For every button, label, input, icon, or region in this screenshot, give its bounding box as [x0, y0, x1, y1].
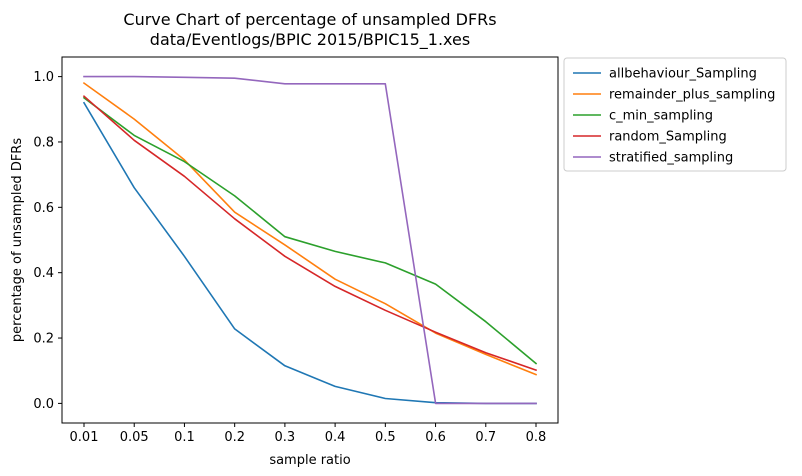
series-line-remainder-plus-sampling	[82, 81, 538, 376]
x-axis: 0.01 0.05 0.1 0.2 0.3 0.4 0.5 0.6 0.7 0.8	[70, 423, 547, 445]
y-axis-label: percentage of unsampled DFRs	[10, 138, 25, 342]
series-line-random-sampling	[82, 95, 538, 372]
x-tick-label: 0.2	[224, 430, 245, 445]
series-line-c-min-sampling	[82, 96, 538, 365]
series-line-allbehaviour-sampling	[82, 101, 537, 405]
series-line-stratified-sampling	[83, 75, 537, 405]
legend-label: random_Sampling	[609, 130, 727, 145]
x-tick-label: 0.4	[325, 430, 346, 445]
x-tick-label: 0.01	[70, 430, 99, 445]
x-tick-label: 0.05	[120, 430, 149, 445]
legend-label: remainder_plus_sampling	[609, 88, 775, 103]
x-tick-label: 0.3	[275, 430, 296, 445]
legend-label: stratified_sampling	[609, 151, 733, 166]
x-tick-label: 0.1	[174, 430, 195, 445]
plot-frame	[61, 56, 559, 424]
chart-subtitle: data/Eventlogs/BPIC 2015/BPIC15_1.xes	[150, 30, 470, 50]
x-tick-label: 0.5	[375, 430, 396, 445]
legend-label: allbehaviour_Sampling	[609, 67, 757, 82]
y-tick-label: 0.0	[33, 397, 54, 412]
y-tick-label: 1.0	[33, 70, 54, 85]
y-tick-label: 0.2	[33, 332, 54, 347]
y-tick-label: 0.4	[33, 266, 54, 281]
chart-title: Curve Chart of percentage of unsampled D…	[123, 10, 496, 29]
series-lines	[82, 75, 538, 405]
legend-label: c_min_sampling	[609, 109, 713, 124]
y-axis: 0.0 0.2 0.4 0.6 0.8 1.0	[33, 70, 62, 412]
x-tick-label: 0.6	[425, 430, 446, 445]
legend-box	[563, 57, 787, 172]
x-tick-label: 0.7	[475, 430, 496, 445]
x-tick-label: 0.8	[526, 430, 547, 445]
x-axis-label: sample ratio	[269, 453, 350, 468]
y-tick-label: 0.8	[33, 135, 54, 150]
legend: allbehaviour_Sampling remainder_plus_samp…	[563, 57, 787, 172]
y-tick-label: 0.6	[33, 201, 54, 216]
